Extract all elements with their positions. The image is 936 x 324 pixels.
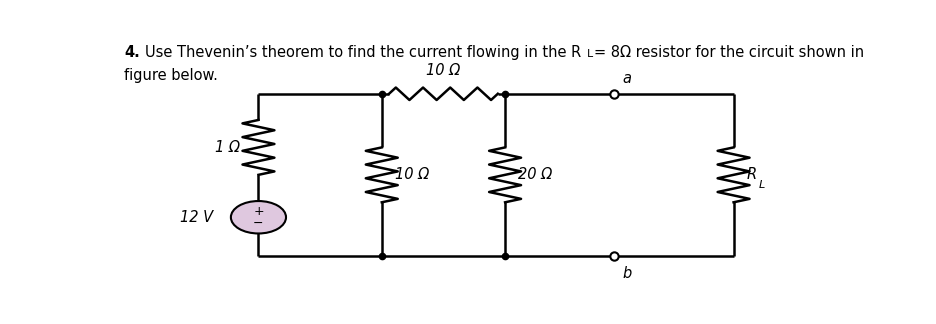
Text: R: R — [747, 168, 757, 182]
Text: b: b — [622, 266, 632, 281]
Text: 20 Ω: 20 Ω — [519, 168, 552, 182]
Text: −: − — [254, 217, 264, 230]
Text: 1 Ω: 1 Ω — [215, 140, 241, 155]
Text: L: L — [759, 180, 766, 190]
Text: 4.: 4. — [124, 45, 140, 60]
Text: L: L — [587, 49, 593, 59]
Text: 12 V: 12 V — [180, 210, 212, 225]
Ellipse shape — [231, 201, 286, 234]
Text: 10 Ω: 10 Ω — [395, 168, 429, 182]
Text: a: a — [622, 71, 632, 86]
Text: 10 Ω: 10 Ω — [426, 63, 461, 77]
Text: = 8Ω resistor for the circuit shown in: = 8Ω resistor for the circuit shown in — [594, 45, 865, 60]
Text: Use Thevenin’s theorem to find the current flowing in the R: Use Thevenin’s theorem to find the curre… — [144, 45, 581, 60]
Text: +: + — [253, 204, 264, 217]
Text: figure below.: figure below. — [124, 68, 218, 83]
